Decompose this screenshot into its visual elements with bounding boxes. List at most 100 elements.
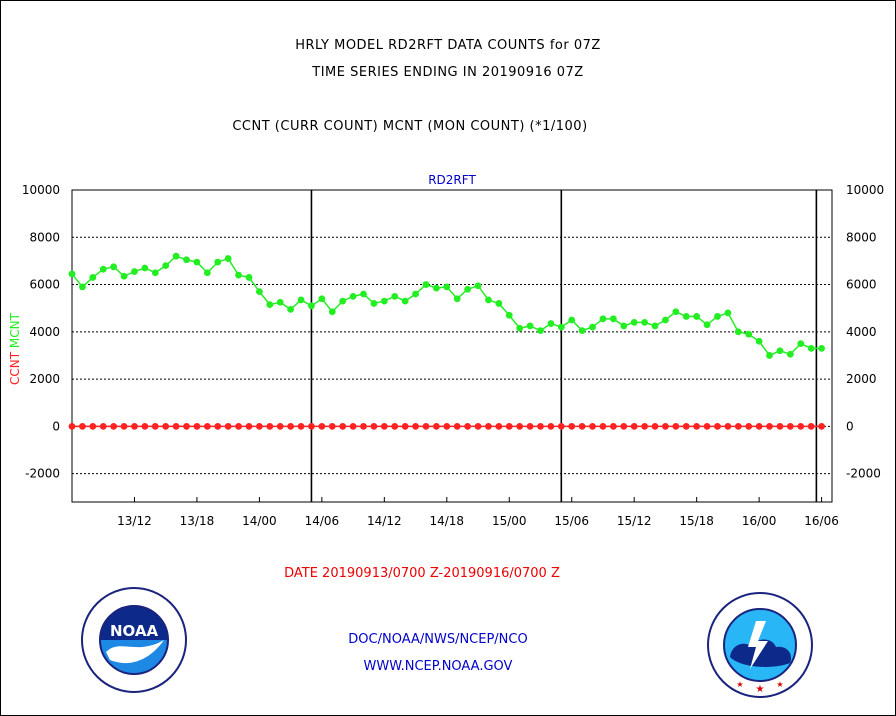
ccnt-point xyxy=(578,422,586,430)
ccnt-point xyxy=(766,422,773,430)
ccnt-point xyxy=(662,422,669,430)
mcnt-point xyxy=(724,309,732,317)
y-axis-label-mcnt: MCNT xyxy=(8,312,22,352)
ccnt-point xyxy=(308,422,315,430)
ccnt-point xyxy=(807,422,815,430)
mcnt-point xyxy=(214,258,222,266)
mcnt-point xyxy=(537,327,544,335)
mcnt-point xyxy=(370,300,378,307)
y-tick-label-left: 10000 xyxy=(22,183,60,197)
y-tick-label-left: 8000 xyxy=(29,230,60,244)
ccnt-point xyxy=(235,422,242,430)
mcnt-point xyxy=(255,288,263,296)
ccnt-point xyxy=(287,422,295,430)
mcnt-point xyxy=(662,316,669,324)
mcnt-point xyxy=(807,344,815,352)
svg-text:★: ★ xyxy=(736,680,743,689)
mcnt-point xyxy=(557,323,565,331)
mcnt-point xyxy=(422,281,430,288)
ccnt-point xyxy=(120,422,128,430)
ccnt-point xyxy=(162,422,170,430)
ccnt-point xyxy=(276,422,284,430)
mcnt-point xyxy=(89,274,97,281)
ccnt-point xyxy=(724,422,732,430)
ccnt-point xyxy=(224,422,232,430)
org-label: DOC/NOAA/NWS/NCEP/NCO xyxy=(348,632,528,647)
mcnt-point xyxy=(401,297,409,305)
ccnt-point xyxy=(68,422,76,430)
mcnt-point xyxy=(297,296,305,304)
mcnt-point xyxy=(131,268,138,275)
mcnt-series-line xyxy=(71,255,822,357)
x-tick-label: 15/00 xyxy=(492,514,527,528)
mcnt-point xyxy=(349,292,357,300)
mcnt-point xyxy=(172,252,180,260)
ccnt-point xyxy=(391,422,399,430)
mcnt-point xyxy=(797,340,805,348)
x-tick-label: 14/12 xyxy=(367,514,402,528)
mcnt-point xyxy=(162,262,170,270)
ccnt-point xyxy=(422,422,430,430)
ccnt-point xyxy=(464,422,472,430)
ccnt-point xyxy=(589,422,596,430)
mcnt-point xyxy=(464,285,472,293)
y-axis-label: CCNT MCNT xyxy=(8,312,22,385)
mcnt-point xyxy=(609,315,617,323)
mcnt-point xyxy=(391,292,399,300)
ccnt-point xyxy=(682,422,690,430)
svg-text:★: ★ xyxy=(776,680,783,689)
mcnt-point xyxy=(380,297,388,305)
mcnt-point xyxy=(68,270,76,278)
website-link[interactable]: WWW.NCEP.NOAA.GOV xyxy=(363,659,513,674)
ccnt-point xyxy=(505,422,513,430)
mcnt-point xyxy=(453,295,461,303)
x-tick-label: 14/18 xyxy=(429,514,464,528)
mcnt-point xyxy=(693,313,701,320)
mcnt-point xyxy=(235,271,242,279)
y-tick-label-left: 6000 xyxy=(29,278,60,292)
ccnt-point xyxy=(328,422,336,430)
mcnt-point xyxy=(630,318,638,326)
mcnt-point xyxy=(485,296,492,304)
ccnt-point xyxy=(401,422,409,430)
ccnt-point xyxy=(797,422,805,430)
ccnt-point xyxy=(641,422,649,430)
mcnt-point xyxy=(318,295,326,303)
ccnt-point xyxy=(432,422,440,430)
ccnt-point xyxy=(495,422,503,430)
mcnt-point xyxy=(786,350,794,358)
y-tick-label-left: 0 xyxy=(52,419,60,433)
mcnt-point xyxy=(547,320,555,327)
mcnt-point xyxy=(776,347,784,355)
ccnt-point xyxy=(620,422,628,430)
ccnt-point xyxy=(151,422,159,430)
ccnt-point xyxy=(193,422,201,430)
x-tick-label: 15/06 xyxy=(554,514,589,528)
ccnt-point xyxy=(630,422,638,430)
ccnt-point xyxy=(89,422,97,430)
ccnt-point xyxy=(453,422,461,430)
ccnt-point xyxy=(443,422,451,430)
chart-subtitle: CCNT (CURR COUNT) MCNT (MON COUNT) (*1/1… xyxy=(232,119,588,134)
mcnt-point xyxy=(308,302,315,310)
x-tick-label: 14/00 xyxy=(242,514,277,528)
ccnt-point xyxy=(297,422,305,430)
ccnt-point xyxy=(568,422,576,430)
x-tick-label: 14/06 xyxy=(305,514,340,528)
y-tick-label-left: -2000 xyxy=(25,467,60,481)
y-tick-label-right: 4000 xyxy=(846,325,877,339)
mcnt-point xyxy=(141,264,149,272)
ccnt-point xyxy=(609,422,617,430)
mcnt-point xyxy=(276,298,284,306)
ccnt-point xyxy=(360,422,367,430)
ccnt-point xyxy=(818,422,825,430)
mcnt-point xyxy=(328,308,336,316)
mcnt-point xyxy=(714,313,721,320)
ccnt-point xyxy=(526,422,534,430)
mcnt-point xyxy=(412,290,419,298)
ccnt-point xyxy=(516,422,524,430)
mcnt-point xyxy=(79,283,86,291)
mcnt-point xyxy=(568,316,576,324)
ccnt-point xyxy=(745,422,753,430)
